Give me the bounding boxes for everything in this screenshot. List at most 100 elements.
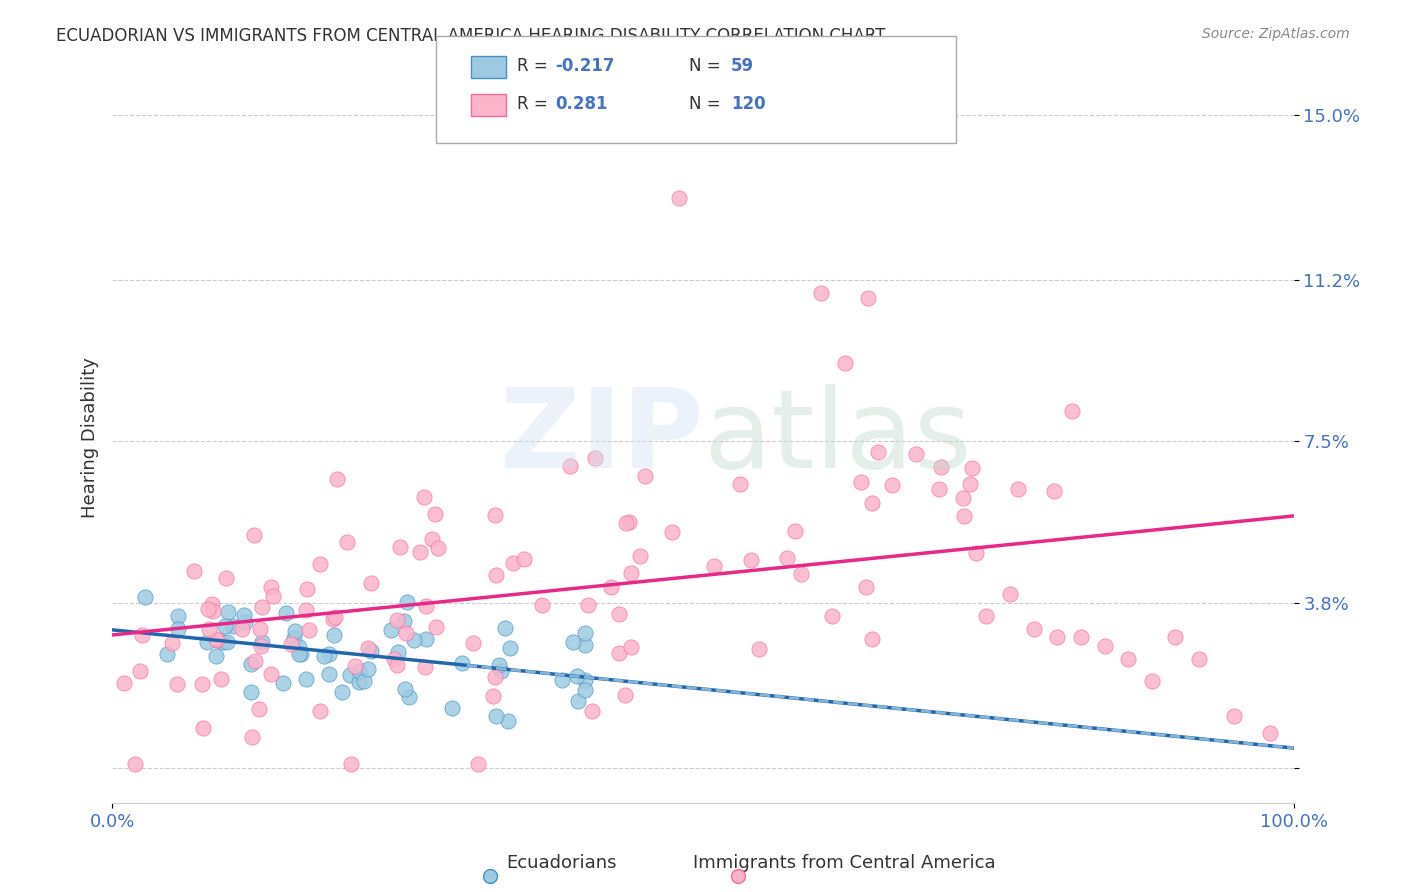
Point: [249, 622, 271, 636]
Text: ZIP: ZIP: [499, 384, 703, 491]
Text: R =: R =: [517, 95, 554, 113]
Text: R =: R =: [517, 57, 554, 75]
Point: [357, 640, 380, 655]
Point: [274, 606, 297, 620]
Point: [221, 618, 243, 632]
Point: [928, 483, 950, 497]
Text: 120: 120: [731, 95, 766, 113]
Point: [485, 709, 508, 723]
Point: [215, 635, 238, 649]
Point: [294, 603, 316, 617]
Point: [558, 458, 581, 473]
Point: [217, 606, 239, 620]
Point: [388, 541, 411, 555]
Point: [167, 608, 190, 623]
Point: [387, 645, 409, 659]
Point: [485, 568, 508, 582]
Point: [1258, 726, 1281, 740]
Text: N =: N =: [689, 95, 725, 113]
Point: [156, 647, 179, 661]
Point: [422, 533, 444, 547]
Point: [965, 546, 987, 560]
Point: [427, 541, 450, 556]
Point: [810, 286, 832, 301]
Point: [360, 644, 382, 658]
Point: [481, 689, 503, 703]
Point: [191, 721, 214, 735]
Point: [112, 676, 135, 690]
Point: [959, 476, 981, 491]
Point: [339, 668, 361, 682]
Point: [617, 515, 640, 529]
Point: [392, 614, 415, 628]
Point: [668, 191, 690, 205]
Point: [776, 551, 799, 566]
Point: [284, 624, 307, 638]
Point: [260, 667, 283, 681]
Point: [134, 591, 156, 605]
Point: [330, 684, 353, 698]
Point: [214, 619, 236, 633]
Point: [1043, 484, 1066, 499]
Point: [530, 598, 553, 612]
Point: [347, 664, 370, 678]
Point: [499, 641, 522, 656]
Point: [295, 672, 318, 686]
Point: [834, 356, 856, 370]
Point: [240, 685, 263, 699]
Point: [451, 656, 474, 670]
Point: [395, 595, 418, 609]
Point: [395, 626, 418, 640]
Point: [634, 469, 657, 483]
Point: [239, 657, 262, 671]
Point: [496, 714, 519, 728]
Point: [567, 694, 589, 708]
Point: [728, 477, 751, 491]
Point: [1188, 652, 1211, 666]
Point: [398, 690, 420, 705]
Point: [952, 491, 974, 505]
Text: Immigrants from Central America: Immigrants from Central America: [693, 854, 995, 872]
Point: [441, 701, 464, 715]
Point: [318, 666, 340, 681]
Point: [128, 665, 150, 679]
Point: [551, 673, 574, 687]
Point: [309, 704, 332, 718]
Point: [574, 638, 596, 652]
Point: [1094, 639, 1116, 653]
Point: [339, 756, 361, 771]
Point: [382, 652, 405, 666]
Point: [252, 635, 274, 649]
Point: [298, 624, 321, 638]
Point: [262, 589, 284, 603]
Point: [491, 664, 513, 678]
Point: [162, 636, 184, 650]
Point: [1116, 652, 1139, 666]
Point: [250, 599, 273, 614]
Point: [404, 633, 426, 648]
Point: [607, 607, 630, 621]
Point: [415, 632, 437, 646]
Point: [195, 634, 218, 648]
Point: [290, 647, 312, 661]
Point: [703, 559, 725, 574]
Point: [231, 622, 253, 636]
Point: [855, 580, 877, 594]
Point: [387, 657, 409, 672]
Point: [413, 660, 436, 674]
Point: [960, 461, 983, 475]
Point: [205, 648, 228, 663]
Point: [336, 535, 359, 549]
Point: [250, 640, 273, 654]
Point: [620, 566, 643, 581]
Point: [323, 628, 346, 642]
Point: [233, 615, 256, 629]
Point: [198, 622, 221, 636]
Point: [495, 621, 517, 635]
Point: [502, 556, 524, 570]
Point: [385, 613, 408, 627]
Point: [467, 756, 489, 771]
Point: [215, 571, 238, 585]
Point: [628, 549, 651, 564]
Text: Source: ZipAtlas.com: Source: ZipAtlas.com: [1202, 27, 1350, 41]
